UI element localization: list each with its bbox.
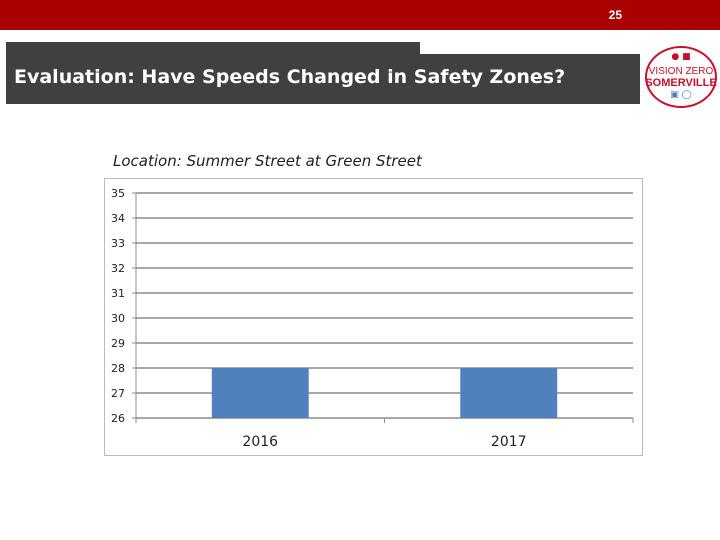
bar-chart: 26 27 28 29 30 31 32 33 34 35 2016 2017 bbox=[111, 187, 634, 450]
chart-frame: 26 27 28 29 30 31 32 33 34 35 2016 2017 bbox=[104, 178, 643, 456]
bar bbox=[211, 368, 309, 418]
y-tick-label: 28 bbox=[111, 362, 125, 375]
vision-zero-logo: ● ■ VISION ZERO SOMERVILLE ▣ ◯ bbox=[645, 46, 717, 108]
y-tick-label: 35 bbox=[111, 187, 125, 200]
bus-icon: ▣ bbox=[670, 90, 679, 100]
y-tick-label: 27 bbox=[111, 387, 125, 400]
car-icon: ■ bbox=[682, 52, 691, 62]
y-tick-label: 33 bbox=[111, 237, 125, 250]
y-tick-label: 32 bbox=[111, 262, 125, 275]
logo-line-1: VISION ZERO bbox=[648, 66, 714, 77]
chart-title: Location: Summer Street at Green Street bbox=[113, 152, 422, 170]
bicycle-icon: ◯ bbox=[681, 90, 692, 100]
x-tick-label: 2016 bbox=[242, 434, 278, 450]
title-background bbox=[6, 42, 420, 104]
pedestrian-icon: ● bbox=[671, 52, 680, 62]
y-tick-label: 29 bbox=[111, 337, 125, 350]
logo-ring bbox=[645, 46, 717, 108]
logo-top-icons: ● ■ bbox=[645, 52, 717, 62]
y-tick-label: 31 bbox=[111, 287, 125, 300]
y-tick-label: 30 bbox=[111, 312, 125, 325]
x-tick-label: 2017 bbox=[491, 434, 527, 450]
title-background-extension bbox=[420, 54, 640, 104]
bar bbox=[460, 368, 558, 418]
y-tick-label: 26 bbox=[111, 412, 125, 425]
top-banner bbox=[0, 0, 720, 30]
page-number: 25 bbox=[608, 8, 622, 22]
slide-title: Evaluation: Have Speeds Changed in Safet… bbox=[14, 66, 566, 88]
logo-bottom-icons: ▣ ◯ bbox=[645, 90, 717, 100]
logo-line-2: SOMERVILLE bbox=[645, 77, 717, 89]
y-tick-label: 34 bbox=[111, 212, 125, 225]
